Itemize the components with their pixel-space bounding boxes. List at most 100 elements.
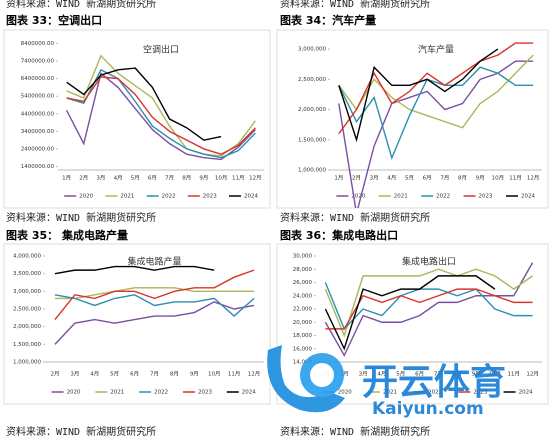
x-tick-label: 7月	[440, 175, 449, 182]
y-tick-label: 20,000	[293, 320, 313, 326]
chart-title: 集成电路出口	[402, 256, 456, 268]
y-tick-label: 8400000.00	[21, 41, 55, 47]
series-line	[338, 66, 534, 161]
x-tick-label: 8月	[182, 175, 191, 182]
x-tick-label: 5月	[396, 371, 405, 378]
x-tick-label: 5月	[110, 371, 119, 378]
y-tick-label: 14,000	[293, 360, 313, 366]
series-line	[54, 265, 215, 275]
y-tick-label: 26,000	[293, 280, 313, 286]
x-tick-label: 4月	[114, 175, 123, 182]
legend-label: 2022	[428, 390, 442, 396]
plot-lines	[324, 262, 534, 357]
x-tick-label: 2月	[50, 371, 59, 378]
series-line	[324, 262, 534, 357]
source-note: 资料来源：WIND 新湖期货研究所	[6, 0, 156, 10]
x-tick-label: 12月	[249, 175, 262, 182]
series-line	[338, 60, 534, 208]
x-tick-label: 4月	[377, 371, 386, 378]
plot-lines	[338, 42, 534, 208]
x-tick-label: 7月	[434, 371, 443, 378]
source-note: 资料来源：WIND 新湖期货研究所	[280, 0, 430, 10]
y-tick-label: 3400000.00	[21, 129, 55, 135]
chart: 14,000 16,000 18,000 20,000 22,000 24,000 26,0…	[293, 254, 542, 396]
x-tick-label: 6月	[415, 371, 424, 378]
legend-label: 2021	[383, 390, 397, 396]
x-tick-label: 8月	[453, 371, 462, 378]
logo-ball-core	[310, 363, 334, 387]
series-line	[338, 54, 534, 129]
x-tick-label: 3月	[96, 175, 105, 182]
legend-label: 2024	[242, 390, 256, 396]
x-tick-label: 3月	[370, 175, 379, 182]
series-line	[66, 76, 256, 155]
series-line	[54, 269, 255, 321]
legend-label: 2020	[351, 194, 365, 200]
figure-caption: 图表 35： 集成电路产量	[6, 228, 128, 242]
legend-label: 2020	[67, 390, 81, 396]
series-line	[54, 301, 255, 345]
y-tick-label: 2,500,000	[298, 77, 326, 83]
series-line	[66, 68, 256, 159]
series-line	[324, 268, 533, 338]
x-tick-label: 5月	[131, 175, 140, 182]
legend-label: 2021	[394, 194, 408, 200]
legend-label: 2021	[120, 194, 134, 200]
x-tick-label: 10月	[215, 175, 228, 182]
charts: 1400000.00 2400000.00 3400000.00 4400000.00…	[13, 41, 542, 396]
x-tick-label: 9月	[476, 175, 485, 182]
series-line	[324, 282, 533, 331]
legend-label: 2022	[162, 194, 176, 200]
y-tick-label: 16,000	[293, 346, 313, 352]
chart-frame	[3, 29, 271, 209]
series-line	[338, 42, 534, 135]
x-tick-label: 1月	[334, 175, 343, 182]
legend-label: 2023	[198, 390, 212, 396]
legend-label: 2020	[79, 194, 93, 200]
series-line	[66, 54, 256, 157]
y-tick-label: 3,000,000	[13, 289, 41, 295]
series-line	[324, 275, 496, 351]
y-tick-label: 4400000.00	[21, 111, 55, 117]
source-note: 资料来源：WIND 新湖期货研究所	[280, 425, 430, 438]
x-tick-label: 7月	[150, 371, 159, 378]
y-tick-label: 1400000.00	[21, 164, 55, 170]
chart-title: 空调出口	[143, 44, 179, 56]
y-tick-label: 1,000,000	[13, 360, 41, 366]
legend-label: 2024	[244, 194, 258, 200]
y-tick-label: 3,000,000	[298, 47, 326, 53]
legend-label: 2020	[338, 390, 352, 396]
x-tick-label: 11月	[508, 371, 521, 378]
y-tick-label: 7400000.00	[21, 59, 55, 65]
figure-caption: 图表 36：集成电路出口	[280, 228, 398, 242]
x-tick-label: 7月	[165, 175, 174, 182]
y-tick-label: 22,000	[293, 307, 313, 313]
x-tick-label: 12月	[526, 371, 539, 378]
chart-frame	[3, 243, 271, 405]
watermark: 开云体育 Kaiyun.com	[267, 345, 506, 419]
y-tick-label: 24,000	[293, 293, 313, 299]
y-tick-label: 18,000	[293, 333, 313, 339]
x-tick-label: 12月	[248, 371, 261, 378]
legend-label: 2023	[473, 390, 487, 396]
x-tick-label: 10月	[492, 175, 505, 182]
legend-label: 2024	[519, 390, 533, 396]
chart: 1,000,000 1,500,000 2,000,000 2,500,000 3,00…	[13, 254, 264, 396]
x-tick-label: 4月	[90, 371, 99, 378]
chart-frame	[276, 243, 549, 405]
x-tick-label: 3月	[70, 371, 79, 378]
y-tick-label: 30,000	[293, 254, 313, 260]
plot-lines	[54, 265, 255, 345]
chart-frame	[276, 29, 549, 209]
legend-label: 2023	[203, 194, 217, 200]
series-line	[54, 294, 255, 318]
y-tick-label: 4,000,000	[13, 254, 41, 260]
x-tick-label: 10月	[489, 371, 502, 378]
source-note: 资料来源：WIND 新湖期货研究所	[6, 425, 156, 438]
legend-label: 2022	[154, 390, 168, 396]
x-tick-label: 6月	[423, 175, 432, 182]
source-note: 资料来源：WIND 新湖期货研究所	[280, 211, 430, 224]
y-tick-label: 2,000,000	[298, 107, 326, 113]
x-tick-label: 9月	[190, 371, 199, 378]
